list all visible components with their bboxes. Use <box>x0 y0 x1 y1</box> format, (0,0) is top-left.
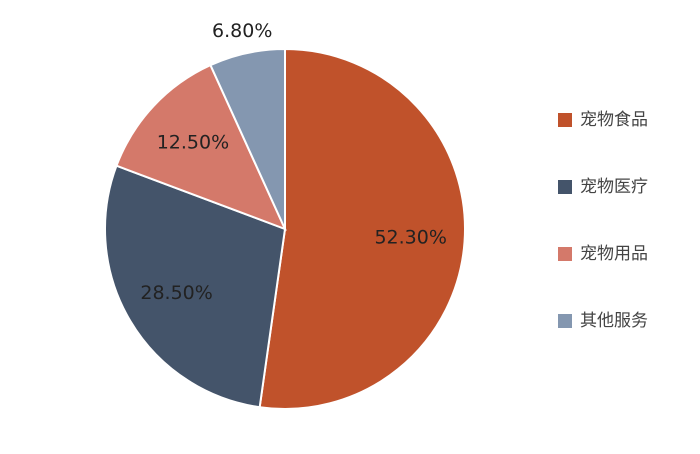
pie-slice <box>115 63 287 231</box>
data-label: 6.80% <box>212 20 272 42</box>
pie-slice <box>104 164 287 409</box>
legend-label: 宠物食品 <box>580 110 648 130</box>
legend-swatch <box>558 113 572 127</box>
legend-swatch <box>558 314 572 328</box>
pie-slice <box>258 47 466 410</box>
legend-swatch <box>558 180 572 194</box>
pie-slice <box>209 47 286 230</box>
data-label: 52.30% <box>374 226 446 248</box>
data-label: 28.50% <box>140 282 212 304</box>
legend-label: 其他服务 <box>580 311 648 331</box>
legend-swatch <box>558 247 572 261</box>
legend-label: 宠物医疗 <box>580 177 648 197</box>
legend-label: 宠物用品 <box>580 244 648 264</box>
data-label: 12.50% <box>157 131 229 153</box>
